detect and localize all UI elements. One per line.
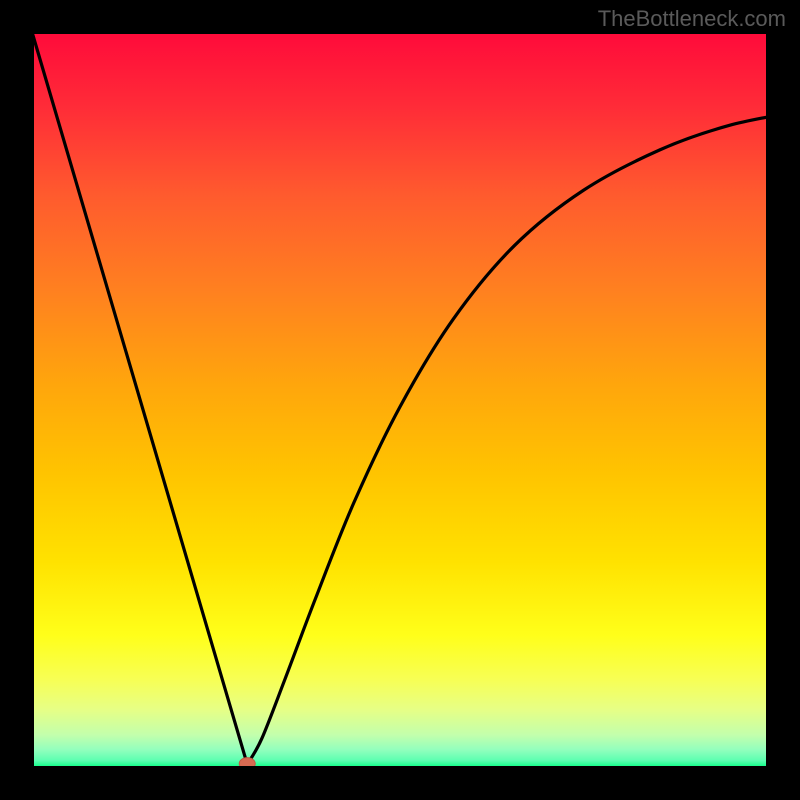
chart-container: TheBottleneck.com <box>0 0 800 800</box>
watermark-text: TheBottleneck.com <box>598 6 786 32</box>
bottleneck-chart <box>0 0 800 800</box>
plot-background <box>32 32 798 768</box>
